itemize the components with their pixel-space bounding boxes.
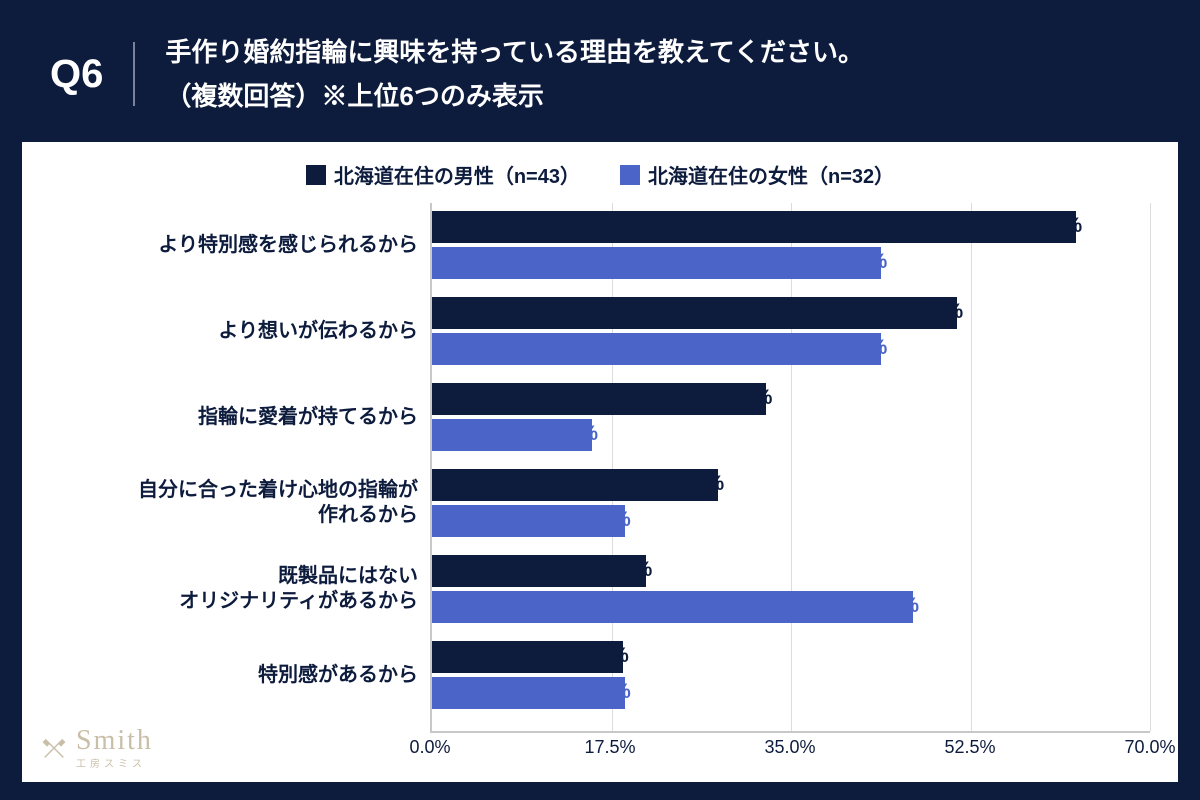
plot-area: より特別感を感じられるからより想いが伝わるから指輪に愛着が持てるから自分に合った…: [50, 203, 1150, 733]
logo-text: Smith 工房スミス: [76, 725, 153, 770]
logo-sub: 工房スミス: [76, 755, 153, 770]
x-tick-label: 52.5%: [944, 737, 995, 758]
question-number: Q6: [50, 42, 135, 106]
hammer-cross-icon: [40, 734, 68, 762]
grid-line: [971, 203, 972, 731]
y-axis-labels: より特別感を感じられるからより想いが伝わるから指輪に愛着が持てるから自分に合った…: [50, 203, 430, 733]
legend-label: 北海道在住の女性（n=32）: [648, 160, 894, 189]
bar-value-label: 51.2%: [438, 300, 963, 324]
category-label: 特別感があるから: [258, 663, 418, 688]
question-title-line1: 手作り婚約指輪に興味を持っている理由を教えてください。: [165, 30, 864, 74]
category-label: 指輪に愛着が持てるから: [198, 405, 418, 430]
legend-swatch: [306, 165, 326, 185]
bar-value-label: 32.6%: [438, 386, 772, 410]
question-title-line2: （複数回答）※上位6つのみ表示: [165, 74, 864, 118]
category-label: 既製品にはないオリジナリティがあるから: [179, 564, 418, 614]
question-title: 手作り婚約指輪に興味を持っている理由を教えてください。 （複数回答）※上位6つの…: [135, 30, 864, 118]
bar-value-label: 20.9%: [438, 558, 652, 582]
logo-main: Smith: [76, 725, 153, 757]
x-tick-label: 17.5%: [584, 737, 635, 758]
bar-value-label: 27.9%: [438, 472, 724, 496]
bar-value-label: 43.8%: [438, 336, 887, 360]
bar-value-label: 15.6%: [438, 422, 598, 446]
bar-value-label: 18.8%: [438, 508, 631, 532]
legend-swatch: [620, 165, 640, 185]
bar-value-label: 62.8%: [438, 214, 1082, 238]
x-axis: 0.0%17.5%35.0%52.5%70.0%: [430, 733, 1150, 763]
bars-area: 62.8% 43.8% 51.2% 43.8% 32.6% 15.6% 27.9% 18.8%…: [430, 203, 1150, 733]
legend-item: 北海道在住の女性（n=32）: [620, 160, 894, 189]
legend-label: 北海道在住の男性（n=43）: [334, 160, 580, 189]
grid-line: [791, 203, 792, 731]
brand-logo: Smith 工房スミス: [40, 725, 153, 770]
category-label: 自分に合った着け心地の指輪が作れるから: [138, 478, 418, 528]
category-label: より想いが伝わるから: [218, 319, 418, 344]
legend: 北海道在住の男性（n=43） 北海道在住の女性（n=32）: [50, 160, 1150, 189]
x-tick-label: 70.0%: [1124, 737, 1175, 758]
bar-value-label: 43.8%: [438, 250, 887, 274]
x-tick-label: 35.0%: [764, 737, 815, 758]
chart-panel: 北海道在住の男性（n=43） 北海道在住の女性（n=32） より特別感を感じられる…: [22, 142, 1178, 782]
bar-value-label: 46.9%: [438, 594, 919, 618]
bar-value-label: 18.8%: [438, 680, 631, 704]
category-label: より特別感を感じられるから: [158, 233, 418, 258]
bar-value-label: 18.6%: [438, 644, 629, 668]
grid-line: [1150, 203, 1151, 731]
legend-item: 北海道在住の男性（n=43）: [306, 160, 580, 189]
x-tick-label: 0.0%: [409, 737, 450, 758]
header: Q6 手作り婚約指輪に興味を持っている理由を教えてください。 （複数回答）※上位…: [0, 0, 1200, 142]
